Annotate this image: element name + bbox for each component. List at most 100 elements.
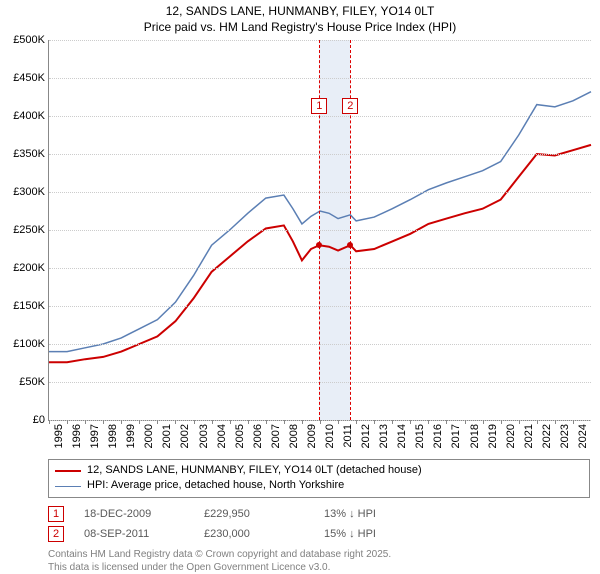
x-tick bbox=[67, 420, 68, 424]
x-axis-label: 2021 bbox=[523, 424, 535, 448]
y-axis-label: £150K bbox=[13, 300, 45, 312]
x-tick bbox=[356, 420, 357, 424]
x-axis-label: 2023 bbox=[559, 424, 571, 448]
sale-row-price: £229,950 bbox=[204, 508, 304, 520]
y-axis-label: £200K bbox=[13, 262, 45, 274]
sale-row-marker: 1 bbox=[48, 506, 64, 522]
x-axis-label: 2009 bbox=[306, 424, 318, 448]
x-axis-label: 2020 bbox=[505, 424, 517, 448]
legend-label: HPI: Average price, detached house, Nort… bbox=[87, 478, 344, 493]
x-axis-label: 2019 bbox=[487, 424, 499, 448]
x-axis-label: 1998 bbox=[107, 424, 119, 448]
x-tick bbox=[320, 420, 321, 424]
chart-plot-area: £0£50K£100K£150K£200K£250K£300K£350K£400… bbox=[48, 40, 591, 421]
sale-row-date: 18-DEC-2009 bbox=[84, 508, 184, 520]
x-axis-label: 2005 bbox=[234, 424, 246, 448]
sales-data-table: 118-DEC-2009£229,95013% ↓ HPI208-SEP-201… bbox=[48, 504, 590, 544]
legend-row: 12, SANDS LANE, HUNMANBY, FILEY, YO14 0L… bbox=[55, 463, 583, 478]
x-tick bbox=[157, 420, 158, 424]
x-tick bbox=[175, 420, 176, 424]
x-axis-label: 2013 bbox=[378, 424, 390, 448]
sale-marker-box: 1 bbox=[311, 98, 327, 114]
x-tick bbox=[103, 420, 104, 424]
x-tick bbox=[194, 420, 195, 424]
chart-title: 12, SANDS LANE, HUNMANBY, FILEY, YO14 0L… bbox=[0, 0, 600, 35]
y-axis-label: £100K bbox=[13, 338, 45, 350]
y-axis-label: £350K bbox=[13, 148, 45, 160]
x-axis-label: 2015 bbox=[414, 424, 426, 448]
attribution-footer: Contains HM Land Registry data © Crown c… bbox=[48, 548, 590, 574]
legend-frame: 12, SANDS LANE, HUNMANBY, FILEY, YO14 0L… bbox=[48, 459, 590, 498]
x-axis-label: 2006 bbox=[252, 424, 264, 448]
x-axis-label: 2002 bbox=[179, 424, 191, 448]
y-axis-label: £500K bbox=[13, 34, 45, 46]
x-tick bbox=[85, 420, 86, 424]
y-axis-label: £50K bbox=[19, 376, 45, 388]
x-tick bbox=[302, 420, 303, 424]
x-axis-label: 2016 bbox=[432, 424, 444, 448]
x-axis-label: 1997 bbox=[89, 424, 101, 448]
y-axis-label: £250K bbox=[13, 224, 45, 236]
title-line-1: 12, SANDS LANE, HUNMANBY, FILEY, YO14 0L… bbox=[0, 4, 600, 20]
x-axis-label: 2001 bbox=[161, 424, 173, 448]
x-tick bbox=[338, 420, 339, 424]
x-axis-label: 2018 bbox=[469, 424, 481, 448]
x-tick bbox=[392, 420, 393, 424]
x-tick bbox=[266, 420, 267, 424]
x-axis-label: 2011 bbox=[342, 424, 354, 448]
sale-marker-box: 2 bbox=[342, 98, 358, 114]
sale-marker-line bbox=[319, 40, 320, 420]
x-tick bbox=[519, 420, 520, 424]
sale-point bbox=[316, 242, 322, 248]
x-axis-label: 2024 bbox=[577, 424, 589, 448]
x-axis-label: 2014 bbox=[396, 424, 408, 448]
x-axis-label: 2003 bbox=[198, 424, 210, 448]
x-axis-label: 1995 bbox=[53, 424, 65, 448]
x-axis-label: 1996 bbox=[71, 424, 83, 448]
x-tick bbox=[284, 420, 285, 424]
x-axis-label: 2017 bbox=[450, 424, 462, 448]
x-tick bbox=[49, 420, 50, 424]
x-axis-label: 2000 bbox=[143, 424, 155, 448]
x-tick bbox=[121, 420, 122, 424]
x-tick bbox=[139, 420, 140, 424]
y-axis-label: £0 bbox=[33, 414, 45, 426]
x-tick bbox=[465, 420, 466, 424]
x-axis-label: 2012 bbox=[360, 424, 372, 448]
x-axis-label: 2004 bbox=[216, 424, 228, 448]
x-tick bbox=[483, 420, 484, 424]
x-tick bbox=[446, 420, 447, 424]
sale-row-delta: 15% ↓ HPI bbox=[324, 528, 424, 540]
legend-swatch bbox=[55, 486, 81, 487]
x-tick bbox=[230, 420, 231, 424]
legend-row: HPI: Average price, detached house, Nort… bbox=[55, 478, 583, 493]
sale-data-row: 1 18-DEC-2009 £229,950 13% ↓ HPI bbox=[48, 504, 590, 524]
x-tick bbox=[555, 420, 556, 424]
x-axis-label: 2010 bbox=[324, 424, 336, 448]
footer-line-2: This data is licensed under the Open Gov… bbox=[48, 561, 590, 574]
x-tick bbox=[428, 420, 429, 424]
y-axis-label: £400K bbox=[13, 110, 45, 122]
title-line-2: Price paid vs. HM Land Registry's House … bbox=[0, 20, 600, 36]
sale-row-price: £230,000 bbox=[204, 528, 304, 540]
y-axis-label: £300K bbox=[13, 186, 45, 198]
x-tick bbox=[212, 420, 213, 424]
y-axis-label: £450K bbox=[13, 72, 45, 84]
sale-row-delta: 13% ↓ HPI bbox=[324, 508, 424, 520]
sale-data-row: 208-SEP-2011£230,00015% ↓ HPI bbox=[48, 524, 590, 544]
legend-swatch bbox=[55, 470, 81, 472]
x-tick bbox=[410, 420, 411, 424]
x-tick bbox=[248, 420, 249, 424]
sale-row-marker: 2 bbox=[48, 526, 64, 542]
x-axis-label: 2022 bbox=[541, 424, 553, 448]
x-axis-label: 1999 bbox=[125, 424, 137, 448]
x-tick bbox=[537, 420, 538, 424]
footer-line-1: Contains HM Land Registry data © Crown c… bbox=[48, 548, 590, 561]
x-axis-label: 2007 bbox=[270, 424, 282, 448]
x-tick bbox=[501, 420, 502, 424]
legend-label: 12, SANDS LANE, HUNMANBY, FILEY, YO14 0L… bbox=[87, 463, 422, 478]
sale-point bbox=[347, 242, 353, 248]
x-tick bbox=[374, 420, 375, 424]
x-tick bbox=[573, 420, 574, 424]
sale-marker-line bbox=[350, 40, 351, 420]
